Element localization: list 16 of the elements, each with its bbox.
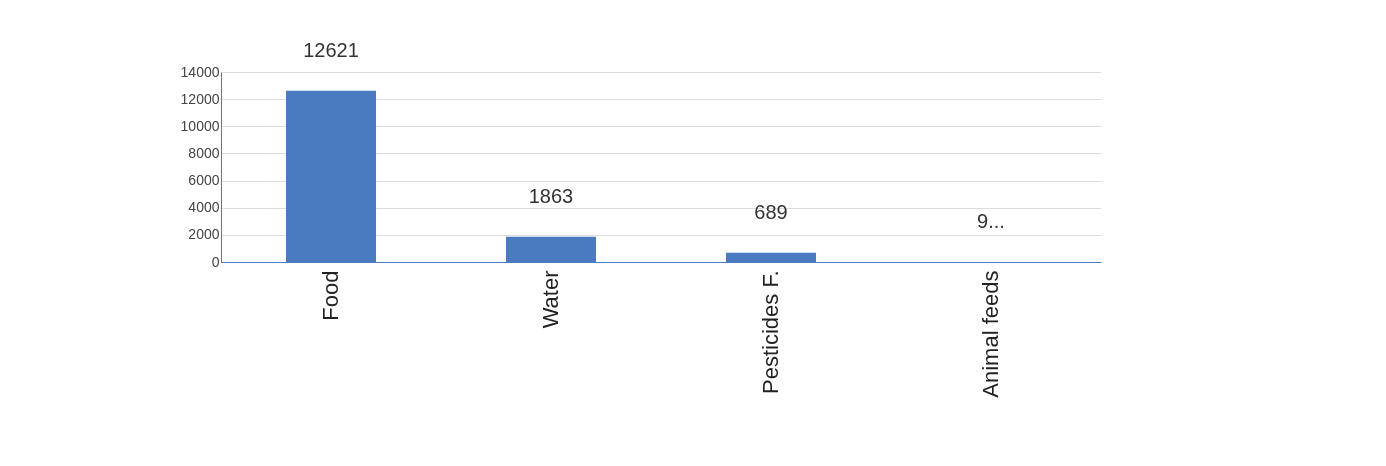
y-tick-label: 10000 bbox=[180, 117, 220, 134]
y-tick-label: 14000 bbox=[180, 63, 220, 80]
data-label: 1863 bbox=[528, 184, 574, 207]
data-label: 9... bbox=[977, 209, 1005, 232]
x-tick-label: Food bbox=[318, 270, 343, 321]
y-tick-label: 2000 bbox=[188, 226, 220, 243]
y-tick-label: 0 bbox=[211, 253, 220, 270]
data-label: 689 bbox=[754, 200, 788, 223]
y-tick-label: 8000 bbox=[188, 144, 220, 161]
y-tick-label: 4000 bbox=[188, 199, 220, 216]
x-tick-label: Animal feeds bbox=[978, 270, 1003, 398]
x-tick-label: Water bbox=[538, 270, 563, 329]
y-tick-label: 6000 bbox=[188, 172, 220, 189]
y-tick-label: 12000 bbox=[180, 90, 220, 107]
x-tick-label: Pesticides F. bbox=[758, 270, 783, 394]
data-label: 12621 bbox=[303, 38, 359, 61]
